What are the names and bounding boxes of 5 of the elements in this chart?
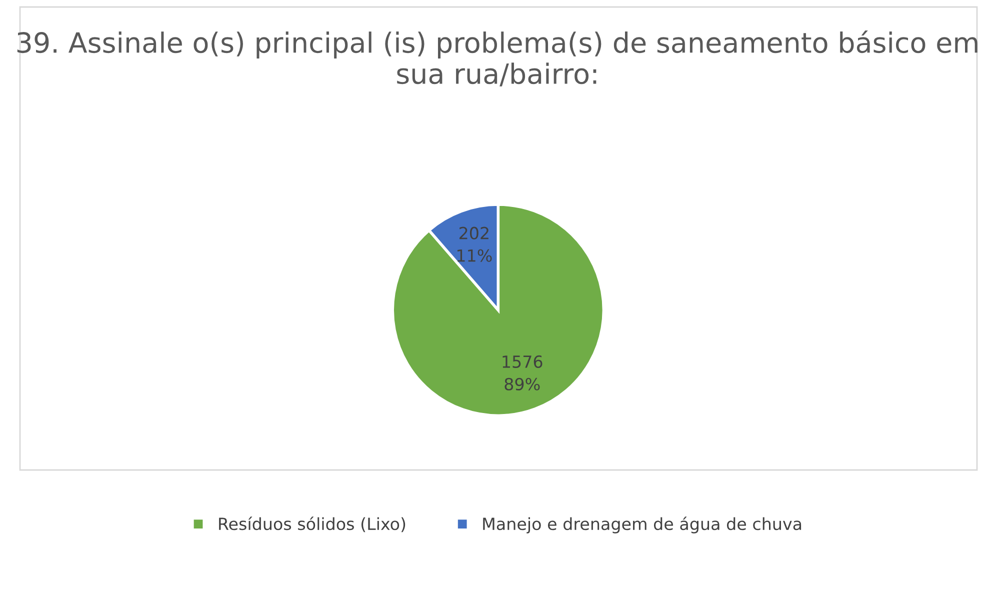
legend-label: Resíduos sólidos (Lixo) — [219, 516, 406, 532]
data-label: 202 11% — [457, 226, 492, 262]
data-label: 1576 89% — [502, 355, 542, 390]
legend-label: Manejo e drenagem de água de chuva — [483, 516, 802, 534]
chart-title: 39. Assinale o(s) principal (is) problema(s) de saneamento básico em sua rua/bairro: — [17, 30, 978, 86]
